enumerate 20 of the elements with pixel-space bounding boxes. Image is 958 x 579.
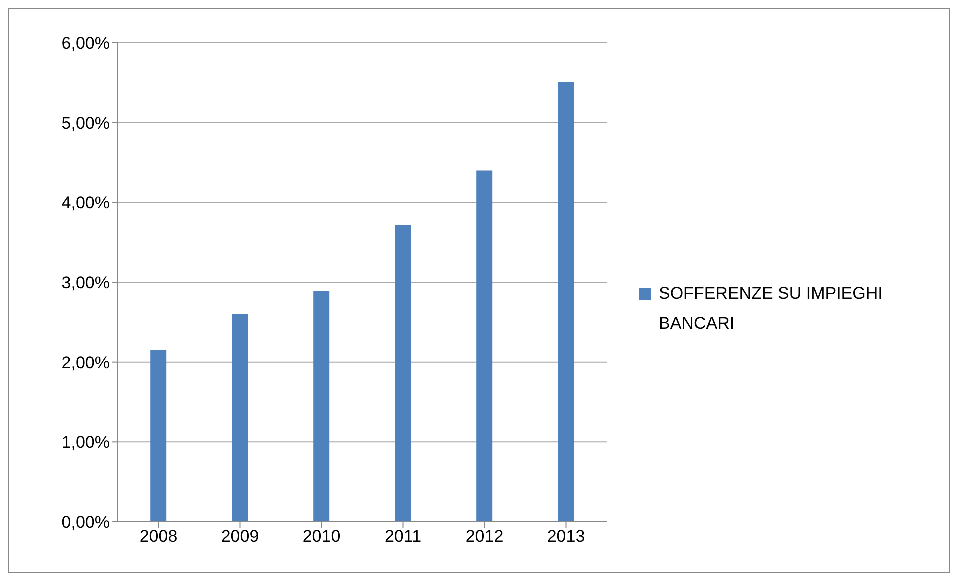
x-tick-label: 2010 <box>302 527 341 546</box>
x-tick-label: 2013 <box>547 527 586 546</box>
bar <box>476 170 493 522</box>
y-tick-label: 6,00% <box>62 34 110 54</box>
y-tick-label: 1,00% <box>62 433 110 452</box>
x-tick-label: 2008 <box>140 527 178 546</box>
legend-label: SOFFERENZE SU IMPIEGHI BANCARI <box>659 283 884 335</box>
y-tick-label: 2,00% <box>62 353 110 372</box>
bar <box>232 314 248 522</box>
x-tick-label: 2012 <box>466 527 504 546</box>
bar <box>395 225 412 522</box>
bar <box>150 350 167 522</box>
bar <box>314 291 330 522</box>
x-tick-label: 2009 <box>221 527 260 546</box>
x-tick-label: 2011 <box>384 527 422 546</box>
y-tick-label: 4,00% <box>62 194 110 213</box>
y-tick-label: 0,00% <box>62 513 110 532</box>
y-tick-label: 5,00% <box>62 114 110 133</box>
bar <box>558 82 574 522</box>
y-tick-label: 3,00% <box>62 274 110 293</box>
